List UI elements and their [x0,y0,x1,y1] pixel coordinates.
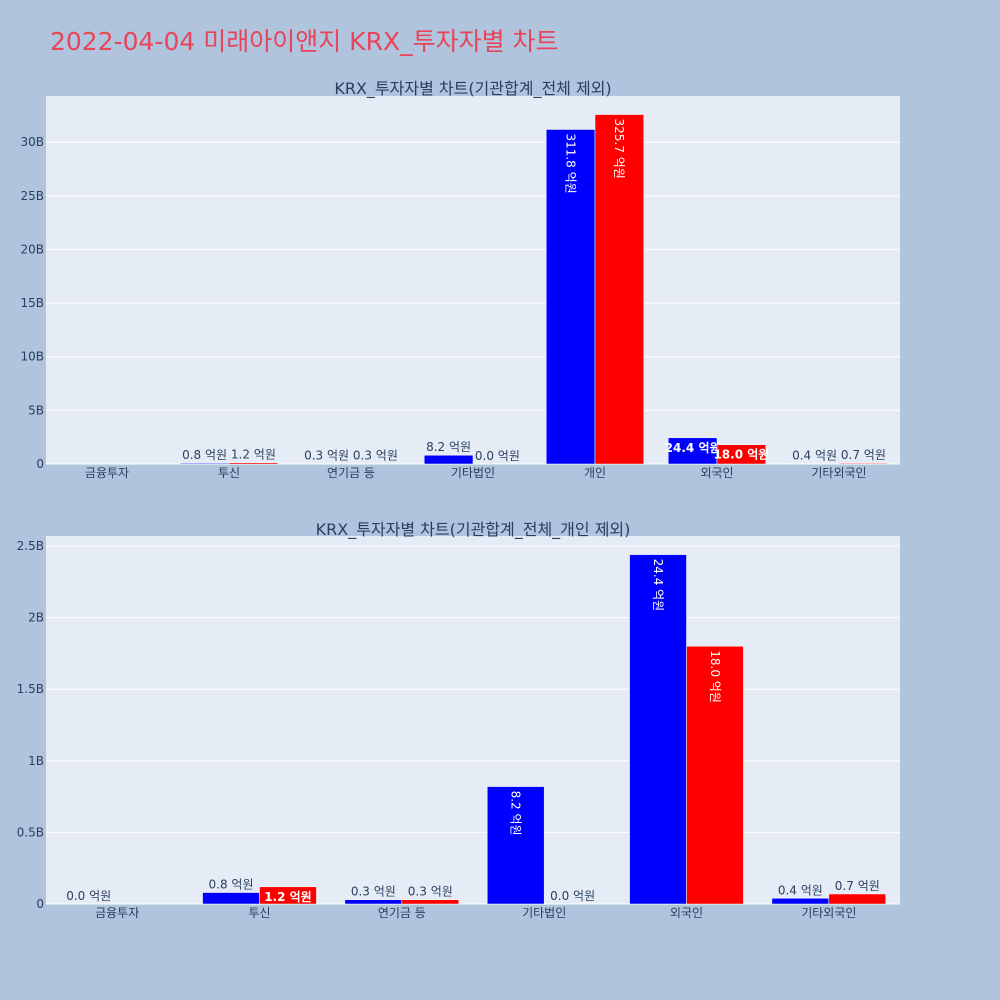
y-tick-label: 2.5B [17,539,44,553]
bar [228,462,279,465]
data-label: 0.7 억원 [841,448,886,462]
x-tick-label: 기타외국인 [801,906,856,920]
x-tick-label: 기타법인 [451,466,495,480]
data-label: 0.0 억원 [550,889,595,903]
y-tick-label: 25B [20,189,44,203]
bar [594,114,645,465]
x-tick-label: 기타법인 [522,906,566,920]
y-tick-label: 1.5B [17,682,44,696]
bar [486,786,545,905]
x-tick-label: 연기금 등 [378,906,426,920]
data-label: 0.3 억원 [408,885,453,899]
x-tick-label: 투신 [218,466,240,480]
data-label: 0.4 억원 [792,449,837,463]
chart-1: 0 5B 10B 15B 20B 25B 30B KRX_투자자별 차트(기관합계_전체 제외… [20,79,900,480]
x-tick-label: 기타외국인 [811,466,866,480]
data-label: 325.7 억원 [612,119,626,179]
x-tick-label: 투신 [248,906,270,920]
data-label: 0.0 억원 [475,449,520,463]
data-label: 8.2 억원 [509,791,523,836]
chart-title: KRX_투자자별 차트(기관합계_전체 제외) [334,79,611,99]
data-label: 8.2 억원 [426,440,471,454]
y-tick-label: 1B [28,754,44,768]
data-label: 0.3 억원 [304,449,349,463]
y-tick-label: 0 [36,897,44,911]
y-tick-label: 30B [20,135,44,149]
data-label: 311.8 억원 [563,133,577,193]
y-tick-label: 0.5B [17,825,44,839]
page-title: 2022-04-04 미래아이앤지 KRX_투자자별 차트 [50,27,559,56]
x-tick-label: 외국인 [670,906,703,920]
y-tick-label: 0 [36,457,44,471]
data-label: 18.0 억원 [713,448,769,462]
bar [202,892,260,905]
bar [686,646,744,905]
y-tick-label: 2B [28,611,44,625]
data-label: 0.4 억원 [778,883,823,897]
data-label: 0.7 억원 [835,879,880,893]
data-label: 0.8 억원 [182,448,227,462]
bar [401,899,460,905]
y-tick-label: 10B [20,350,44,364]
bar [629,554,687,905]
chart-2: 0 0.5B 1B 1.5B 2B 2.5B KRX_투자자별 차트(기관합계_전체_개인 … [17,520,900,920]
data-label: 0.0 억원 [66,889,111,903]
data-label: 1.2 억원 [264,890,312,904]
plot-area [46,96,900,464]
bar [667,437,718,465]
y-tick-label: 20B [20,242,44,256]
y-tick-label: 15B [20,296,44,310]
bar [838,462,889,465]
data-label: 0.8 억원 [209,878,254,892]
data-label: 0.3 억원 [353,449,398,463]
plot-area [46,536,900,904]
x-tick-label: 연기금 등 [327,466,375,480]
bar [259,886,317,905]
bar [828,893,887,905]
data-label: 18.0 억원 [708,650,722,703]
data-label: 24.4 억원 [651,559,665,612]
y-tick-label: 5B [28,403,44,417]
x-tick-label: 개인 [584,466,606,480]
bar [771,898,830,905]
bar [179,462,230,465]
x-tick-label: 외국인 [700,466,733,480]
bar [545,129,596,465]
data-label: 24.4 억원 [665,441,721,455]
chart-title: KRX_투자자별 차트(기관합계_전체_개인 제외) [316,520,631,540]
x-tick-label: 금융투자 [95,906,139,920]
data-label: 0.3 억원 [351,885,396,899]
bar [423,454,474,465]
x-tick-label: 금융투자 [85,466,129,480]
bar [716,444,767,465]
bar [344,899,403,905]
data-label: 1.2 억원 [231,448,276,462]
